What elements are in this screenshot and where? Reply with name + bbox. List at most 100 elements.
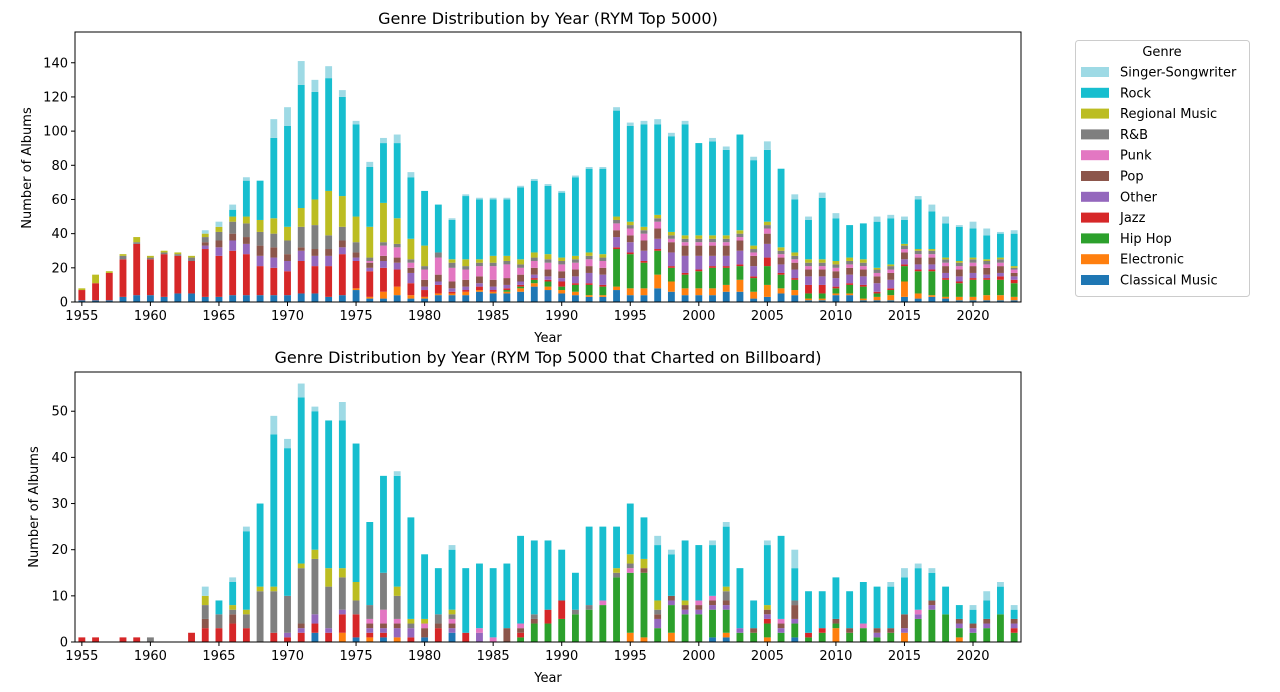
bar-jazz-2018 xyxy=(942,278,950,280)
y-tick-label: 120 xyxy=(43,90,68,105)
bar-hip-hop-2005 xyxy=(763,266,771,285)
bar-jazz-1981 xyxy=(434,628,442,642)
bar-rock-2013 xyxy=(873,586,881,629)
legend-label-other: Other xyxy=(1120,190,1158,205)
y-tick-label: 50 xyxy=(51,405,68,420)
bar-rock-2018 xyxy=(942,223,950,258)
bar-classical-music-1981 xyxy=(434,295,442,302)
x-tick-label: 1995 xyxy=(614,309,647,324)
bar-pop-2016 xyxy=(914,257,922,265)
bar-jazz-2004 xyxy=(750,276,758,279)
bar-classical-music-2015 xyxy=(901,296,908,302)
bar-regional-music-1964 xyxy=(201,595,209,606)
bar-regional-music-1957 xyxy=(105,271,113,273)
chart-2-title: Genre Distribution by Year (RYM Top 5000… xyxy=(275,348,822,367)
bar-other-1975 xyxy=(352,257,360,261)
bar-electronic-2019 xyxy=(955,296,963,301)
bar-other-1968 xyxy=(256,255,264,267)
bar-rock-1982 xyxy=(448,549,456,610)
bar-rock-1991 xyxy=(571,177,579,256)
bar-hip-hop-2004 xyxy=(750,278,758,292)
bar-electronic-1993 xyxy=(599,295,607,297)
bar-regional-music-1977 xyxy=(380,202,387,243)
bar-rock-2009 xyxy=(818,197,826,260)
bar-jazz-1986 xyxy=(503,288,511,291)
bar-hip-hop-2011 xyxy=(846,284,854,294)
bar-regional-music-1980 xyxy=(421,618,429,624)
bar-jazz-1991 xyxy=(571,283,579,285)
bar-pop-2014 xyxy=(887,628,895,633)
bar-rock-2007 xyxy=(791,568,799,601)
bar-classical-music-1995 xyxy=(626,295,634,302)
bar-electronic-1974 xyxy=(338,632,346,642)
bar-electronic-1978 xyxy=(393,286,401,296)
bar-classical-music-1987 xyxy=(517,291,525,302)
x-tick-label: 1990 xyxy=(545,649,578,664)
bar-regional-music-2019 xyxy=(955,260,963,263)
bar-punk-1996 xyxy=(640,233,648,241)
bar-pop-1965 xyxy=(215,240,223,248)
bar-r-b-1972 xyxy=(311,558,319,615)
bar-other-1987 xyxy=(517,281,525,285)
bar-jazz-1979 xyxy=(407,283,415,296)
bar-r-b-1992 xyxy=(585,255,593,260)
bar-rock-2008 xyxy=(805,219,812,260)
bar-rock-2016 xyxy=(914,199,922,250)
bar-punk-1980 xyxy=(421,269,429,280)
bar-regional-music-1985 xyxy=(489,255,497,263)
bar-electronic-1977 xyxy=(380,291,387,299)
bar-jazz-1997 xyxy=(654,249,662,251)
bar-singer-songwriter-2023 xyxy=(1010,605,1018,610)
bar-pop-2018 xyxy=(942,266,950,273)
bar-pop-1969 xyxy=(270,247,278,258)
bar-electronic-2015 xyxy=(901,281,908,297)
bar-pop-1977 xyxy=(380,255,387,261)
bar-rock-1989 xyxy=(544,540,552,610)
bar-jazz-1955 xyxy=(78,637,86,642)
x-tick-label: 1985 xyxy=(477,649,510,664)
bar-classical-music-2002 xyxy=(722,637,730,642)
bar-other-1998 xyxy=(667,600,675,606)
bar-regional-music-1982 xyxy=(448,609,456,615)
bar-regional-music-2022 xyxy=(997,257,1004,260)
bar-other-1978 xyxy=(393,262,401,270)
bar-regional-music-1966 xyxy=(229,605,237,610)
bar-electronic-1996 xyxy=(640,288,648,296)
bar-punk-2011 xyxy=(846,264,854,268)
bar-hip-hop-2010 xyxy=(832,288,840,294)
bar-rock-1990 xyxy=(558,549,566,601)
bar-other-1984 xyxy=(476,283,483,287)
bar-rock-2006 xyxy=(777,535,785,619)
legend-swatch-regional-music xyxy=(1081,108,1109,119)
bar-jazz-2001 xyxy=(709,266,716,268)
bar-hip-hop-1988 xyxy=(530,623,538,642)
bar-singer-songwriter-2021 xyxy=(983,228,991,236)
bar-hip-hop-2016 xyxy=(914,618,922,642)
bar-other-1997 xyxy=(654,238,662,250)
bar-regional-music-2014 xyxy=(887,264,895,267)
bar-regional-music-1994 xyxy=(613,568,620,573)
x-tick-label: 1975 xyxy=(340,309,373,324)
bar-punk-2004 xyxy=(750,252,758,256)
bar-classical-music-1988 xyxy=(530,286,538,302)
bar-other-1977 xyxy=(380,628,387,633)
bar-regional-music-1983 xyxy=(462,259,470,267)
bar-pop-1966 xyxy=(229,233,237,241)
bar-rock-2016 xyxy=(914,568,922,610)
bar-singer-songwriter-2007 xyxy=(791,549,799,569)
bar-electronic-2002 xyxy=(722,632,730,638)
bar-r-b-1991 xyxy=(571,609,579,615)
bar-singer-songwriter-1974 xyxy=(338,90,346,97)
bar-other-1990 xyxy=(558,278,566,282)
bar-electronic-1984 xyxy=(476,290,483,292)
x-tick-label: 1985 xyxy=(477,309,510,324)
bar-other-2021 xyxy=(983,274,991,279)
bar-electronic-1976 xyxy=(366,637,374,642)
bar-pop-2006 xyxy=(777,257,785,265)
bar-punk-1997 xyxy=(654,221,662,229)
bar-regional-music-1982 xyxy=(448,259,456,263)
bar-rock-1999 xyxy=(681,540,689,601)
bar-classical-music-1958 xyxy=(119,296,127,302)
bar-other-1965 xyxy=(215,247,223,256)
bar-pop-2015 xyxy=(901,614,908,629)
